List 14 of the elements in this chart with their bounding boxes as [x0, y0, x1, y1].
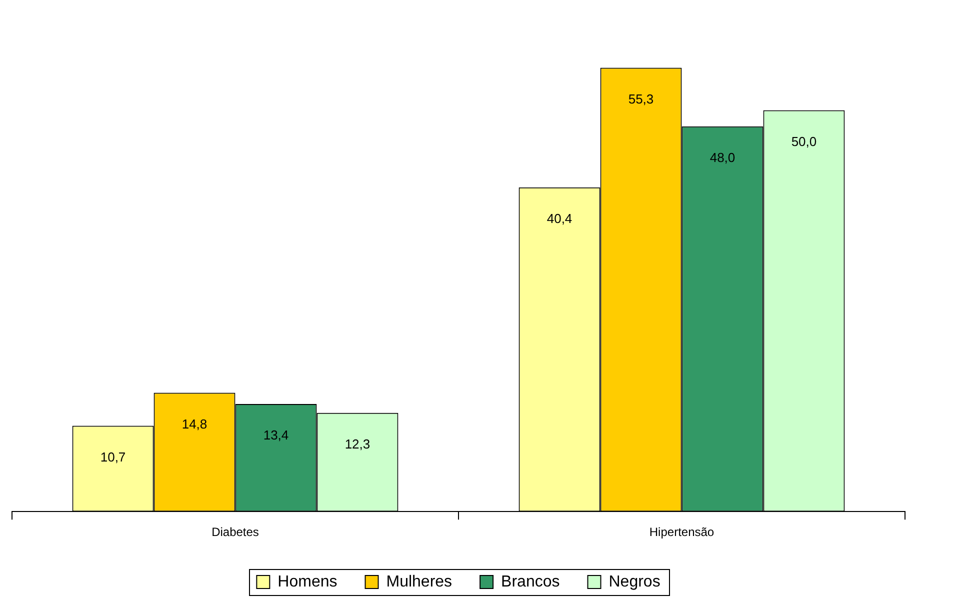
data-label: 40,4 [546, 210, 572, 226]
data-label: 55,3 [628, 91, 654, 106]
legend-label: Negros [608, 573, 660, 590]
data-label: 48,0 [710, 150, 736, 165]
data-label: 10,7 [100, 449, 126, 464]
data-label: 13,4 [263, 428, 289, 443]
data-label: 14,8 [182, 416, 208, 432]
data-label: 50,0 [791, 134, 817, 149]
data-label: 12,3 [344, 436, 370, 452]
legend-label: Mulheres [386, 573, 452, 590]
x-tick-label: Hipertensão [649, 525, 714, 540]
legend-label: Homens [278, 573, 338, 590]
legend-label: Brancos [501, 573, 560, 590]
x-tick-label: Diabetes [212, 525, 259, 540]
